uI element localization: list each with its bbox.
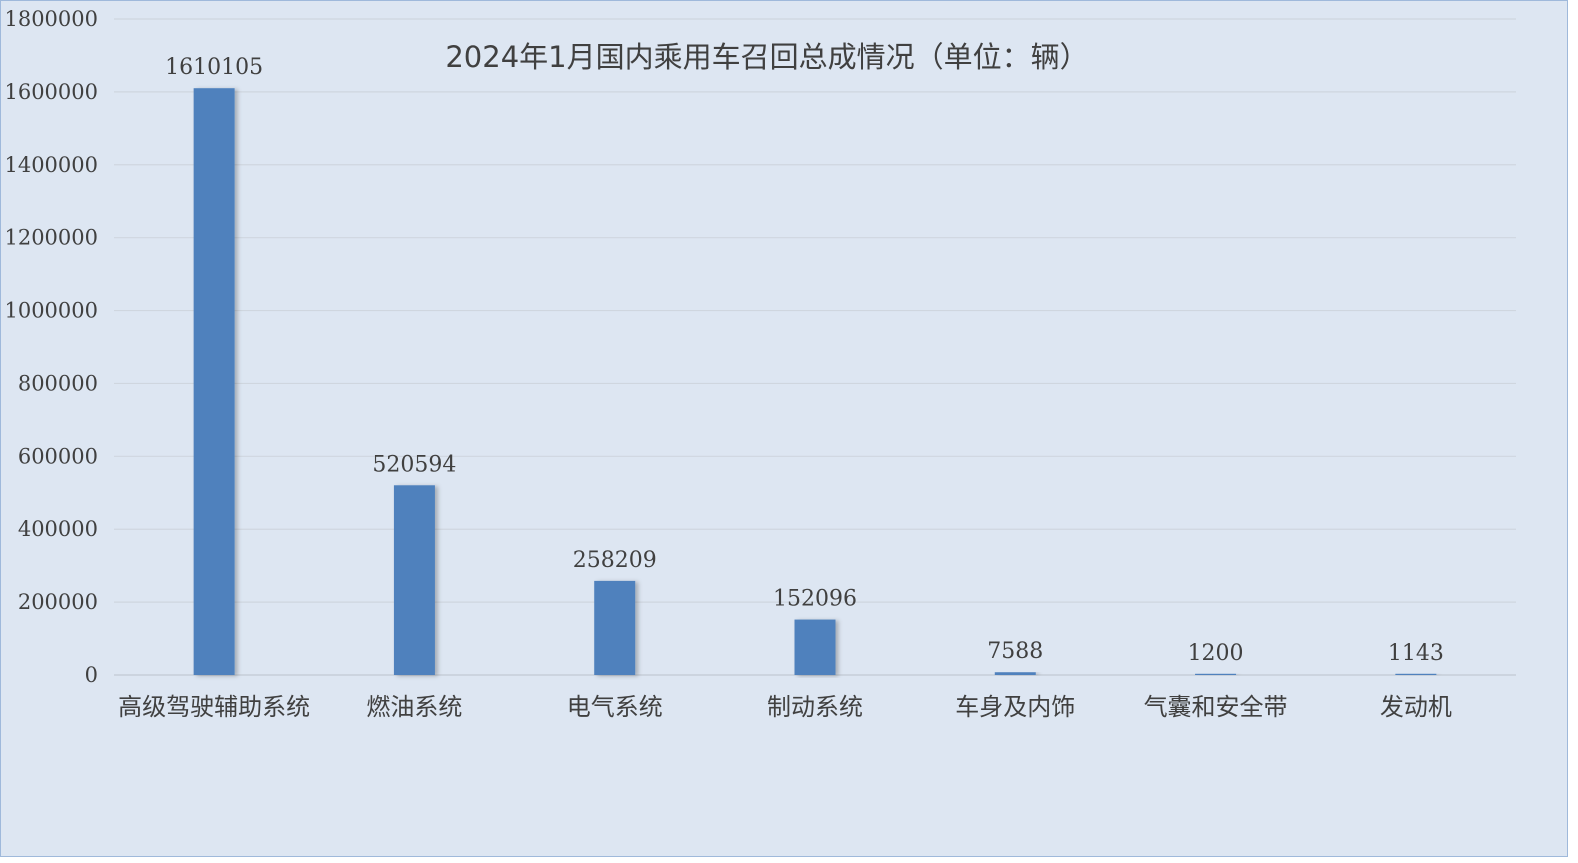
y-tick-label: 600000 [18,444,98,468]
y-tick-label: 1400000 [4,153,98,177]
category-label: 气囊和安全带 [1144,693,1288,721]
bar [193,88,235,675]
bar [1195,673,1237,675]
y-tick-label: 1000000 [4,299,98,323]
category-label: 高级驾驶辅助系统 [118,693,310,721]
y-tick-label: 200000 [18,590,98,614]
y-tick-label: 1200000 [4,226,98,250]
bar [1395,673,1437,675]
chart-title: 2024年1月国内乘用车召回总成情况（单位：辆） [445,40,1088,74]
y-tick-label: 1800000 [4,7,98,31]
data-label: 7588 [987,639,1043,664]
y-tick-label: 1600000 [4,80,98,104]
y-tick-label: 400000 [18,517,98,541]
x-axis-category-labels: 高级驾驶辅助系统 燃油系统 电气系统 制动系统 车身及内饰 气囊和安全带 发动机 [118,693,1452,721]
category-label: 制动系统 [767,693,863,721]
data-label: 152096 [773,587,857,612]
y-axis-tick-labels: 0 200000 400000 600000 800000 1000000 1200000 1… [4,7,98,687]
category-label: 电气系统 [567,693,663,721]
data-label: 1143 [1388,641,1444,666]
y-tick-label: 0 [85,663,98,687]
bar [594,580,636,675]
bar [393,485,435,675]
category-label: 燃油系统 [366,693,462,721]
bar [794,619,836,675]
gridlines [114,18,1516,676]
bars [193,88,1437,675]
data-labels: 1610105 520594 258209 152096 7588 1200 1143 [165,55,1444,666]
data-label: 1200 [1188,641,1244,666]
data-label: 1610105 [165,55,263,80]
bar [994,672,1036,675]
data-label: 520594 [372,452,456,477]
category-label: 车身及内饰 [955,693,1075,721]
category-label: 发动机 [1380,693,1452,721]
y-tick-label: 800000 [18,371,98,395]
data-label: 258209 [573,548,657,573]
